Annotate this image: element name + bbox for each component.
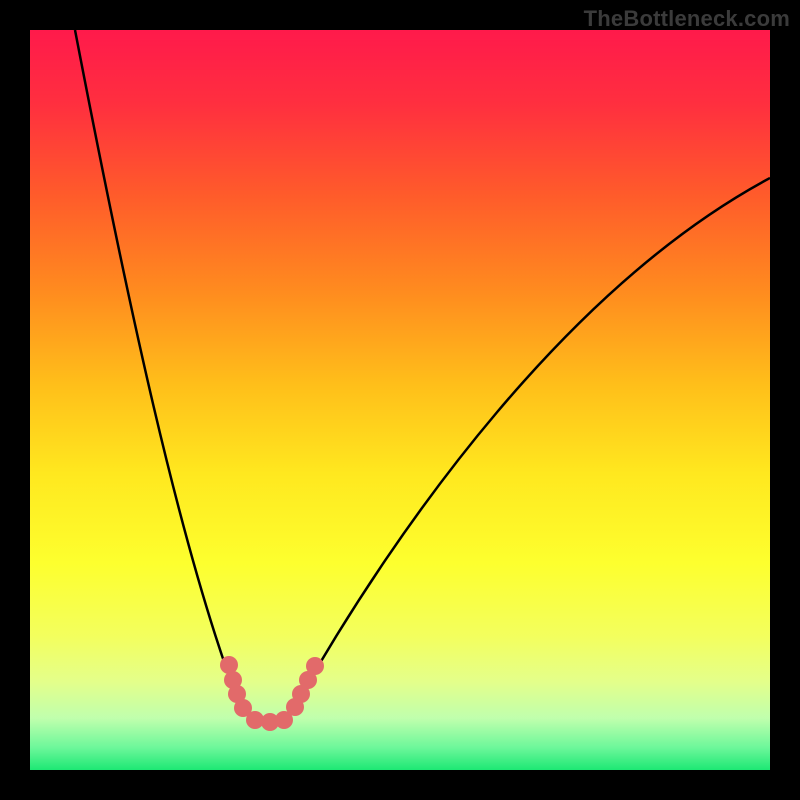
- curve-dot: [306, 657, 324, 675]
- figure-frame: TheBottleneck.com: [0, 0, 800, 800]
- watermark-text: TheBottleneck.com: [584, 6, 790, 32]
- chart-svg: [0, 0, 800, 800]
- plot-background: [30, 30, 770, 770]
